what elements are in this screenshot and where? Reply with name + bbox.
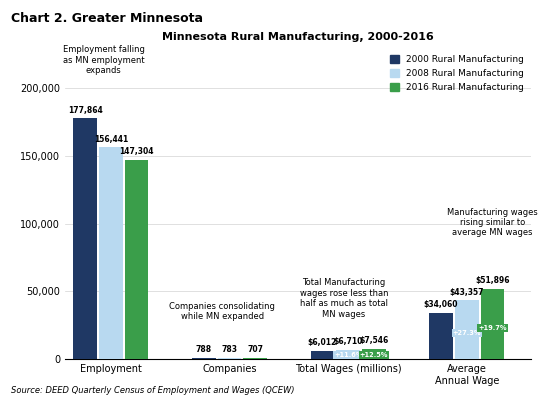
Title: Minnesota Rural Manufacturing, 2000-2016: Minnesota Rural Manufacturing, 2000-2016 [162,32,434,41]
Bar [481,289,505,359]
Text: 177,864: 177,864 [68,106,102,115]
Text: $6,012: $6,012 [308,338,337,347]
Text: 707: 707 [247,346,263,354]
Bar [243,358,267,359]
Text: 783: 783 [222,345,237,354]
Bar [336,350,360,359]
Bar [429,313,453,359]
Text: +12.5%: +12.5% [360,352,388,358]
Text: $7,546: $7,546 [359,336,389,345]
Bar [362,349,386,359]
Text: Chart 2. Greater Minnesota: Chart 2. Greater Minnesota [11,12,203,25]
Bar [73,119,97,359]
Text: 788: 788 [196,345,212,354]
Text: $43,357: $43,357 [449,288,484,297]
Text: +11.6%: +11.6% [334,352,363,358]
Text: Companies consolidating
while MN expanded: Companies consolidating while MN expande… [170,302,275,321]
Text: Source: DEED Quarterly Census of Employment and Wages (QCEW): Source: DEED Quarterly Census of Employm… [11,386,294,395]
Text: Employment falling
as MN employment
expands: Employment falling as MN employment expa… [63,45,145,75]
Bar [99,147,122,359]
Bar [455,300,479,359]
Text: Total Manufacturing
wages rose less than
half as much as total
MN wages: Total Manufacturing wages rose less than… [300,279,388,318]
Text: 147,304: 147,304 [119,147,154,156]
Bar [125,160,149,359]
Text: 156,441: 156,441 [94,135,128,144]
Text: +27.3%: +27.3% [453,330,481,336]
Bar [311,351,334,359]
Text: $34,060: $34,060 [424,300,459,309]
Text: $6,710: $6,710 [333,337,363,346]
Bar [192,358,216,359]
Text: $51,896: $51,896 [475,276,510,285]
Legend: 2000 Rural Manufacturing, 2008 Rural Manufacturing, 2016 Rural Manufacturing: 2000 Rural Manufacturing, 2008 Rural Man… [387,52,527,95]
Text: Manufacturing wages
rising similar to
average MN wages: Manufacturing wages rising similar to av… [447,207,538,237]
Bar [218,358,241,359]
Text: +19.7%: +19.7% [478,324,507,330]
